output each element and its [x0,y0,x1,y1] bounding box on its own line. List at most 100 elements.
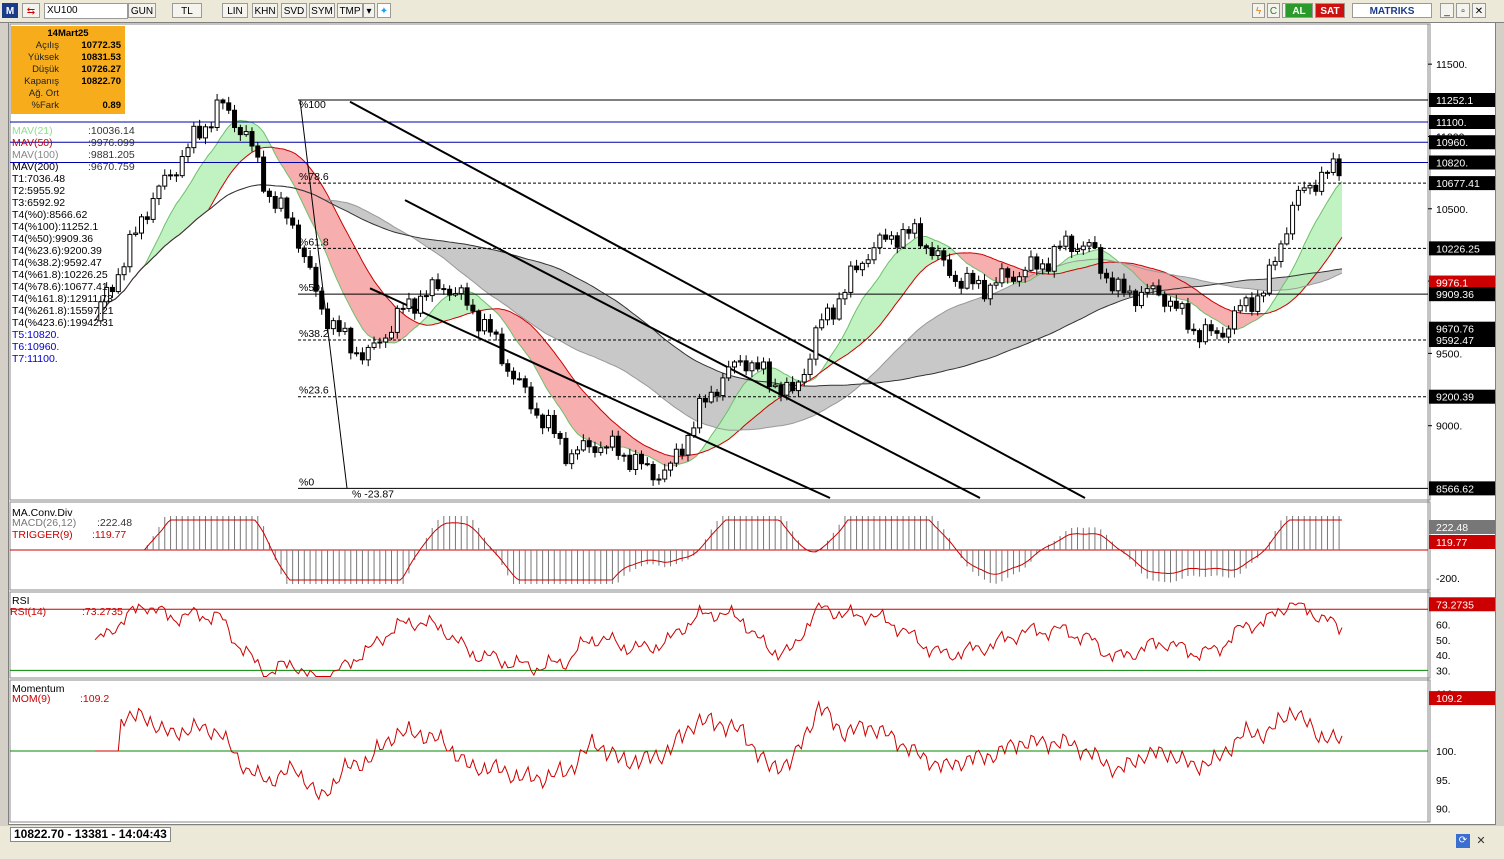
buy-button[interactable]: AL [1285,3,1313,18]
candle-body [435,279,441,290]
candle-body [633,453,639,471]
momentum-title: Momentum [12,683,65,695]
status-text: 10822.70 - 13381 - 14:04:43 [10,827,171,842]
lightning-icon[interactable]: ϟ [1252,3,1265,18]
info-label: Düşük [32,64,59,75]
price-tag-bg [1429,155,1495,170]
refresh-icon[interactable]: C [1267,3,1280,18]
candle-body [1005,268,1011,278]
close-icon[interactable]: ✕ [1472,3,1486,18]
channel-line-lower [369,287,831,499]
momentum-tick-label: 90. [1436,804,1451,816]
status-bar: 10822.70 - 13381 - 14:04:43 ⟳ ✕ [0,826,1504,859]
candle-body [295,224,301,249]
tb-button-svd[interactable]: SVD [281,3,307,18]
candle-body [615,435,621,456]
matriks-logo[interactable]: M [2,3,18,18]
candle-body [272,196,278,209]
candle-body [906,229,912,234]
info-value: 10772.35 [81,40,121,51]
rsi-legend-value: :73.2735 [82,606,123,618]
candle-body [575,449,581,455]
tb-button-khn[interactable]: KHN [252,3,278,18]
tb-button-gun[interactable]: GUN [128,3,156,18]
candle-body [708,391,714,403]
candle-body [859,262,865,271]
candle-body [697,397,703,429]
price-tag-label: 9976.1 [1436,278,1468,290]
candle-body [1330,158,1336,173]
trigger-line [95,519,1342,581]
candle-body [1261,292,1267,297]
candle-body [423,295,429,298]
candle-body [406,298,412,310]
dropdown-icon[interactable]: ▾ [363,3,375,18]
candle-body [1080,245,1086,251]
price-tag-bg [1429,389,1495,404]
candle-body [1336,158,1342,177]
legend-value: :9881.205 [88,149,135,161]
ma50-line [94,146,1343,458]
candle-body [243,131,249,136]
candle-body [1272,260,1278,266]
sell-button[interactable]: SAT [1315,3,1345,18]
candle-body [226,102,232,111]
info-label: Kapanış [24,76,59,87]
candle-body [179,156,185,177]
candle-body [830,307,836,320]
back-arrow-icon[interactable]: ⇆ [22,3,40,18]
minimize-icon[interactable]: _ [1440,3,1454,18]
candle-body [993,282,999,286]
brand-label: MATRIKS [1352,3,1432,18]
candle-body [778,384,784,396]
info-value: 10822.70 [81,76,121,87]
candle-body [854,265,860,271]
info-label: %Fark [31,100,59,111]
candle-body [336,320,342,333]
ma21-50-bear-band [1121,262,1267,330]
candle-body [1237,305,1243,312]
candle-body [255,145,261,158]
price-tag-bg [1429,481,1495,496]
candle-body [162,174,168,187]
candle-body [656,478,662,481]
sync-icon[interactable]: ⟳ [1456,834,1470,848]
symbol-field[interactable]: XU100 [44,3,128,19]
candle-body [1208,324,1214,332]
candle-body [214,99,220,129]
tb-button-lin[interactable]: LIN [222,3,248,18]
candle-body [947,259,953,276]
candle-body [1173,300,1179,309]
rsi-tick-label: 60. [1436,620,1451,632]
candle-body [266,190,272,198]
candle-body [609,435,615,448]
ma21-50-bear-band [958,252,1043,283]
candle-body [388,331,394,339]
info-label: Yüksek [27,52,59,63]
candle-body [749,362,755,372]
candle-body [1022,269,1028,278]
tb-button-tmp[interactable]: TMP [337,3,363,18]
restore-icon[interactable]: ▫ [1456,3,1470,18]
twitter-icon[interactable]: ✦ [377,3,391,18]
candle-body [714,391,720,397]
legend-item: T4(%50):9909.36 [12,233,94,245]
price-tag-label: 9909.36 [1436,289,1474,301]
candle-body [1104,272,1110,279]
candle-body [883,234,889,240]
tb-button-tl[interactable]: TL [172,3,202,18]
candle-body [551,414,557,435]
candle-body [627,454,633,471]
candle-body [348,327,354,354]
candle-body [330,320,336,330]
close-chart-icon[interactable]: ✕ [1476,835,1486,847]
ma21-50-bull-band [1266,181,1342,314]
candle-body [197,125,203,139]
candle-body [598,447,604,453]
legend-value: :9976.099 [88,137,135,149]
candle-body [365,346,371,361]
tb-button-sym[interactable]: SYM [309,3,335,18]
candle-body [691,427,697,436]
legend-item: MAV(100) [12,149,59,161]
